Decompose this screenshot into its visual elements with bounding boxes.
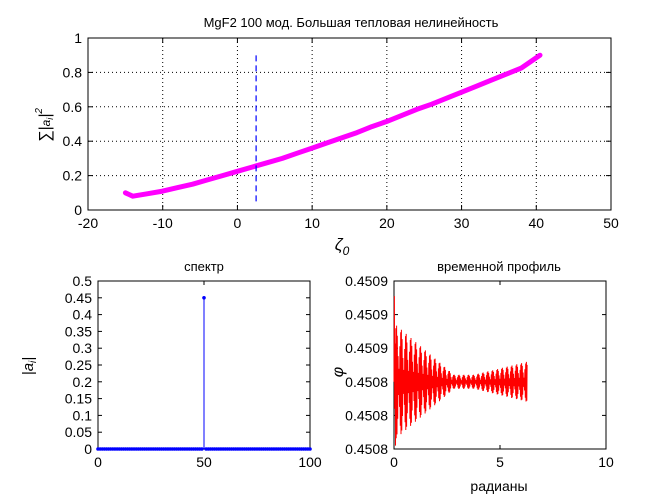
top-xtick-label: 50 — [603, 215, 619, 231]
top-xtick-label: -10 — [153, 215, 173, 231]
spectrum-ytick-label: 0.45 — [65, 290, 92, 306]
spectrum-series — [96, 296, 312, 451]
time-profile-title: временной профиль — [437, 259, 561, 274]
time-profile-xtick-label: 0 — [390, 454, 398, 470]
top-ytick-label: 0.2 — [63, 168, 83, 184]
time-profile-ytick-label: 0.4509 — [345, 307, 388, 323]
spectrum-ytick-label: 0 — [84, 441, 92, 457]
top-plot-series — [122, 52, 543, 202]
spectrum-ytick-label: 0.4 — [73, 307, 93, 323]
time-profile-ytick-label: 0.4508 — [345, 441, 388, 457]
time-profile-xtick-label: 10 — [598, 454, 614, 470]
spectrum-xtick-label: 50 — [196, 454, 212, 470]
top-ytick-label: 0 — [74, 202, 82, 218]
time-profile-series-line — [393, 296, 528, 446]
top-ytick-label: 1 — [74, 30, 82, 46]
top-xtick-label: 10 — [304, 215, 320, 231]
top-plot-ticks: -20 -10 0 10 20 30 40 50 0 0.2 0.4 0.6 0.8 1 — [63, 30, 619, 231]
time-profile-ytick-label: 0.4508 — [345, 374, 388, 390]
spectrum-ytick-label: 0.35 — [65, 323, 92, 339]
time-profile-series — [393, 296, 528, 446]
spectrum-ticks: 0 50 100 00.050.10.150.20.250.30.350.40.450… — [65, 273, 322, 470]
top-plot-title: MgF2 100 мод. Большая тепловая нелинейно… — [204, 15, 499, 30]
top-plot-frame — [87, 37, 612, 211]
time-profile-plot: временной профиль 0 5 10 0.4508 0.4508 0.4508… — [330, 259, 614, 494]
time-profile-ytick-label: 0.4508 — [345, 407, 388, 423]
spectrum-stem-marker — [308, 447, 312, 451]
spectrum-ylabel: |ai| — [20, 357, 39, 375]
spectrum-plot: спектр 0 50 10000.050.10.150.20.250.30.350… — [20, 259, 322, 470]
top-plot-xlabel: ζ0 — [335, 235, 350, 258]
time-profile-ticks: 0 5 10 0.4508 0.4508 0.4508 0.4509 0.4509 0.4509 — [345, 273, 614, 470]
spectrum-ytick-label: 0.2 — [73, 374, 93, 390]
top-plot: MgF2 100 мод. Большая тепловая нелинейно… — [34, 15, 619, 258]
top-series-curve — [122, 52, 543, 199]
top-xtick-label: 30 — [454, 215, 470, 231]
time-profile-ylabel: φ — [330, 367, 347, 377]
spectrum-title: спектр — [184, 259, 224, 274]
spectrum-ytick-label: 0.5 — [73, 273, 93, 289]
top-ytick-label: 0.6 — [63, 99, 83, 115]
spectrum-stem-marker — [200, 447, 204, 451]
time-profile-ytick-label: 0.4509 — [345, 273, 388, 289]
spectrum-stem-marker — [202, 296, 206, 300]
top-plot-ylabel: ∑|ai|2 — [34, 108, 55, 142]
top-xtick-label: -20 — [78, 215, 98, 231]
spectrum-ytick-label: 0.15 — [65, 391, 92, 407]
time-profile-xlabel: радианы — [470, 478, 527, 494]
spectrum-ytick-label: 0.3 — [73, 340, 93, 356]
top-xtick-label: 0 — [234, 215, 242, 231]
top-xtick-label: 20 — [379, 215, 395, 231]
spectrum-ytick-label: 0.05 — [65, 424, 92, 440]
top-xtick-label: 40 — [528, 215, 544, 231]
time-profile-xtick-label: 5 — [496, 454, 504, 470]
top-ytick-label: 0.8 — [63, 64, 83, 80]
top-ytick-label: 0.4 — [63, 133, 83, 149]
svg-text:|ai|: |ai| — [20, 357, 39, 375]
svg-text:∑|ai|2: ∑|ai|2 — [34, 108, 55, 142]
spectrum-xtick-label: 0 — [94, 454, 102, 470]
spectrum-xtick-label: 100 — [298, 454, 322, 470]
time-profile-ytick-label: 0.4509 — [345, 340, 388, 356]
spectrum-ytick-label: 0.25 — [65, 357, 92, 373]
top-plot-grid — [88, 38, 611, 210]
spectrum-ytick-label: 0.1 — [73, 407, 93, 423]
